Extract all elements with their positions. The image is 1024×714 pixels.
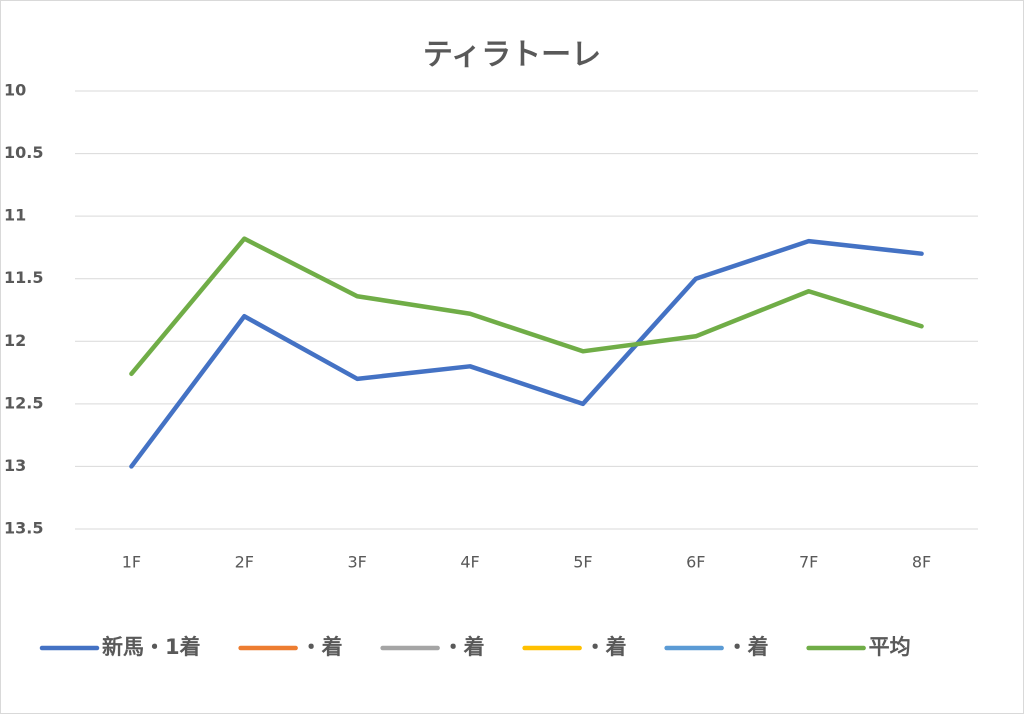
- y-tick-label: 11.5: [4, 268, 43, 287]
- x-tick-label: 5F: [573, 553, 592, 572]
- y-tick-label: 13.5: [4, 519, 43, 538]
- series-line: [129, 238, 924, 469]
- x-tick-label: 6F: [686, 553, 705, 572]
- series-line: [129, 236, 924, 377]
- legend-label: ・着: [443, 635, 485, 659]
- x-tick-label: 2F: [235, 553, 254, 572]
- legend-label: ・着: [585, 635, 627, 659]
- legend-label: ・着: [301, 635, 343, 659]
- chart-title: ティラトーレ: [423, 38, 601, 73]
- x-tick-label: 1F: [122, 553, 141, 572]
- legend-label: 平均: [869, 635, 911, 659]
- legend-label: ・着: [727, 635, 769, 659]
- y-tick-label: 12.5: [4, 393, 43, 412]
- x-tick-label: 4F: [460, 553, 479, 572]
- y-tick-label: 10.5: [4, 143, 43, 162]
- x-tick-label: 8F: [912, 553, 931, 572]
- y-tick-label: 13: [4, 456, 26, 475]
- y-tick-label: 12: [4, 331, 26, 350]
- x-tick-label: 3F: [347, 553, 366, 572]
- y-tick-label: 11: [4, 206, 26, 225]
- y-tick-label: 10: [4, 81, 26, 100]
- legend-label: 新馬・1着: [102, 635, 201, 659]
- x-tick-label: 7F: [799, 553, 818, 572]
